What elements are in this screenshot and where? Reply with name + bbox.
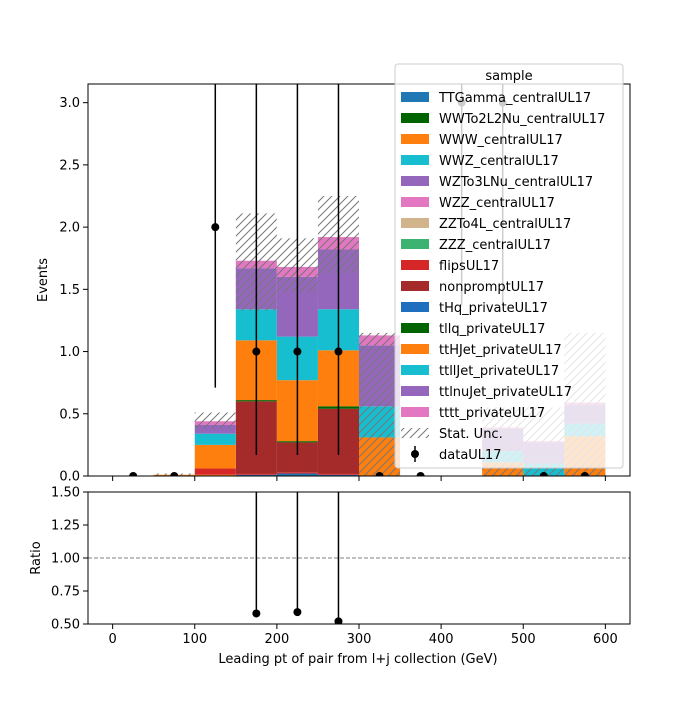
data-point (293, 347, 302, 356)
ratio-point (334, 617, 343, 624)
ratio-point (252, 609, 261, 618)
main-y-axis-label: Events (36, 258, 51, 302)
main-y-tick-label: 0.5 (59, 407, 80, 422)
legend-label: TTGamma_centralUL17 (438, 91, 591, 106)
x-axis-label: Leading pt of pair from l+j collection (… (218, 652, 497, 667)
data-point (375, 472, 384, 476)
data-point (334, 347, 343, 356)
legend-swatch (401, 197, 429, 207)
ratio-point (293, 608, 302, 617)
main-y-tick-label: 3.0 (59, 96, 80, 111)
main-y-tick-label: 1.5 (59, 283, 80, 298)
stat-unc-box (194, 412, 236, 429)
ratio-x-tick-label: 600 (593, 632, 618, 647)
stack-bar (194, 444, 236, 469)
legend-label: WWW_centralUL17 (439, 133, 563, 148)
legend-title: sample (485, 69, 532, 84)
legend-box (394, 63, 624, 469)
legend-label: nonpromptUL17 (439, 280, 544, 295)
legend-label: ZZZ_centralUL17 (439, 238, 551, 253)
data-point (252, 347, 261, 356)
data-point (129, 472, 138, 476)
ratio-y-tick-label: 0.50 (51, 618, 80, 633)
ratio-x-tick-label: 300 (347, 632, 372, 647)
ratio-y-tick-label: 1.00 (51, 552, 80, 567)
stack-bar (276, 472, 318, 474)
ratio-y-axis-label: Ratio (29, 541, 44, 574)
main-y-tick-label: 2.5 (59, 158, 80, 173)
legend: sample TTGamma_centralUL17 WWTo2L2Nu_centr… (394, 63, 624, 469)
stack-bar (276, 473, 318, 476)
legend-swatch (401, 344, 429, 354)
legend-label: ttHJet_privateUL17 (439, 343, 562, 358)
ratio-x-tick-label: 400 (429, 632, 454, 647)
ratio-y-tick-label: 0.75 (51, 585, 80, 600)
ratio-panel: 0 100 200 300 400 500 600 0.50 0.75 1.00 1.25 1.50 L… (29, 486, 631, 667)
data-point (170, 472, 179, 476)
legend-swatch (401, 365, 429, 375)
stack-series-2 (194, 474, 236, 476)
legend-label: WZZ_centralUL17 (439, 196, 555, 211)
legend-swatch (401, 386, 429, 396)
main-y-tick-label: 0.0 (59, 470, 80, 485)
stack-bar (194, 424, 236, 434)
legend-label: WZTo3LNu_centralUL17 (439, 175, 593, 190)
legend-label: ttlnuJet_privateUL17 (439, 385, 572, 400)
legend-label: WWZ_centralUL17 (439, 154, 559, 169)
ratio-x-tick-label: 100 (182, 632, 207, 647)
stack-bar (317, 474, 359, 476)
legend-label: tHq_privateUL17 (439, 301, 548, 316)
legend-swatch (401, 260, 429, 270)
legend-label: flipsUL17 (439, 259, 499, 274)
legend-swatch (401, 281, 429, 291)
legend-swatch (401, 92, 429, 102)
legend-swatch (401, 176, 429, 186)
legend-swatch (401, 302, 429, 312)
legend-swatch (401, 155, 429, 165)
data-point (539, 472, 548, 476)
ratio-x-tick-label: 500 (511, 632, 536, 647)
stack-series-8 (194, 468, 359, 475)
legend-label: WWTo2L2Nu_centralUL17 (439, 112, 605, 127)
legend-swatch (401, 134, 429, 144)
legend-swatch-stat-unc (401, 428, 429, 438)
main-y-tick-label: 2.0 (59, 221, 80, 236)
stack-bar (194, 474, 236, 476)
data-point (416, 472, 425, 476)
stack-series-0 (235, 473, 359, 476)
legend-swatch (401, 323, 429, 333)
stack-bar (194, 433, 236, 445)
legend-swatch (401, 407, 429, 417)
legend-label: ZZTo4L_centralUL17 (439, 217, 571, 232)
ratio-x-tick-label: 200 (264, 632, 289, 647)
legend-data-marker (411, 450, 419, 458)
stack-bar (235, 474, 277, 476)
ratio-x-tick-label: 0 (108, 632, 116, 647)
stat-unc-box (359, 332, 401, 476)
stack-bar (235, 473, 277, 475)
legend-label: dataUL17 (439, 448, 502, 463)
stack-bar (317, 473, 359, 475)
legend-label: Stat. Unc. (439, 427, 503, 442)
ratio-y-tick-label: 1.50 (51, 486, 80, 501)
legend-label: tllq_privateUL17 (439, 322, 545, 337)
legend-swatch (401, 218, 429, 228)
legend-label: tttt_privateUL17 (439, 406, 545, 421)
main-y-tick-label: 1.0 (59, 345, 80, 360)
data-point (580, 472, 589, 476)
ratio-y-tick-label: 1.25 (51, 519, 80, 534)
legend-swatch (401, 239, 429, 249)
ratio-plot-area (88, 492, 630, 624)
stack-bar (194, 468, 236, 475)
legend-label: ttllJet_privateUL17 (439, 364, 559, 379)
data-point (211, 223, 220, 232)
legend-swatch (401, 113, 429, 123)
